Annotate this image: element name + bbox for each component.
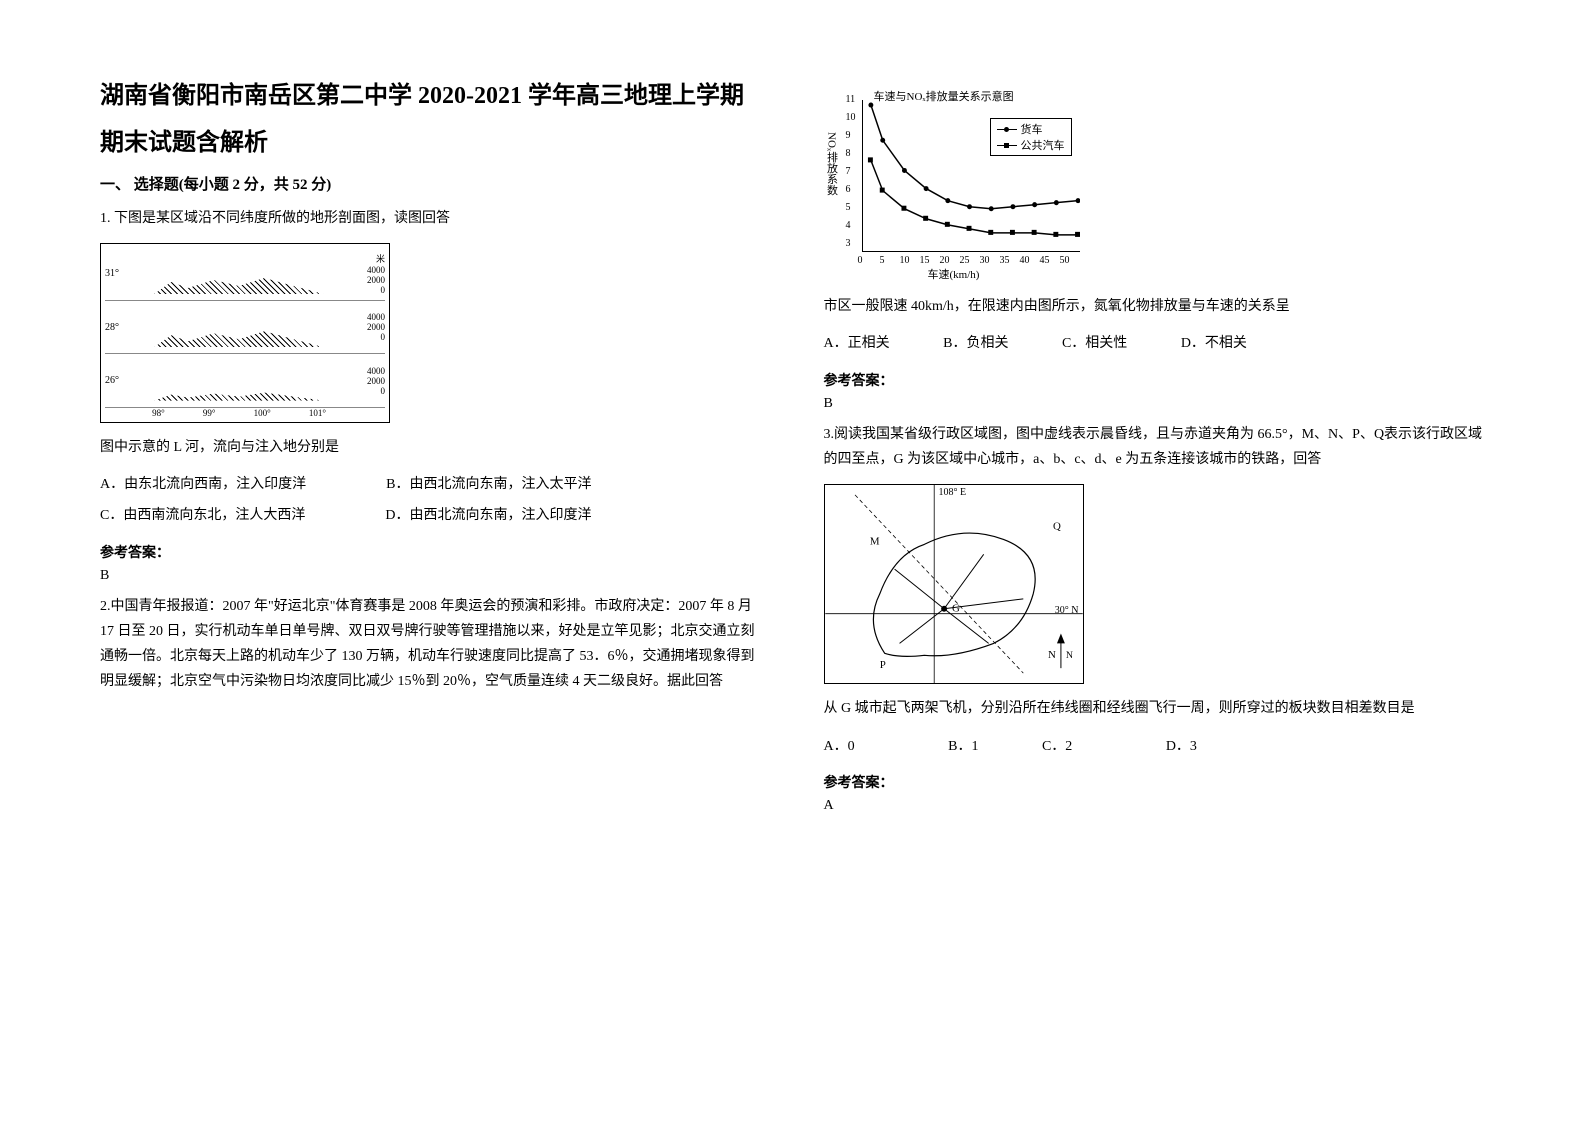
lat-label: 30° N — [1055, 605, 1079, 616]
page-subtitle: 期末试题含解析 — [100, 122, 764, 157]
bus-markers — [867, 157, 1079, 237]
scale-2000: 2000 — [345, 376, 385, 386]
q1-number: 1. — [100, 211, 111, 226]
q2-option-a: A．正相关 — [824, 336, 890, 351]
scale-2000: 2000 — [345, 322, 385, 332]
svg-text:N: N — [1065, 651, 1072, 662]
scale-4000: 4000 — [345, 312, 385, 322]
q3-subquestion: 从 G 城市起飞两架飞机，分别沿所在纬线圈和经线圈飞行一周，则所穿过的板块数目相… — [824, 696, 1488, 721]
ytick: 9 — [846, 130, 851, 141]
ytick: 10 — [846, 112, 856, 123]
q1-option-c: C．由西南流向东北，注人大西洋 — [100, 501, 305, 532]
q3-number: 3. — [824, 427, 835, 442]
svg-text:N: N — [1048, 650, 1056, 662]
bus-curve — [870, 160, 1077, 234]
xtick: 30 — [980, 255, 990, 266]
lat-label: 31° — [105, 268, 133, 279]
q3-option-d: D．3 — [1166, 739, 1197, 754]
scale-0: 0 — [345, 332, 385, 342]
q2-option-c: C．相关性 — [1062, 336, 1127, 351]
chart-ylabel: NOₓ排放系数 — [824, 132, 840, 195]
scale-4000: 4000 — [345, 265, 385, 275]
q1-option-b: B．由西北流向东南，注入太平洋 — [386, 470, 591, 501]
q3-option-a: A．0 — [824, 739, 855, 754]
q2-option-d: D．不相关 — [1181, 336, 1247, 351]
svg-text:Q: Q — [1053, 521, 1061, 533]
q1-option-d: D．由西北流向东南，注入印度洋 — [385, 501, 591, 532]
xtick: 20 — [940, 255, 950, 266]
q2-text: 2.中国青年报报道：2007 年"好运北京"体育赛事是 2008 年奥运会的预演… — [100, 594, 764, 695]
xtick: 35 — [1000, 255, 1010, 266]
q1-text: 1. 下图是某区域沿不同纬度所做的地形剖面图，读图回答 — [100, 206, 764, 231]
xtick: 10 — [900, 255, 910, 266]
section-heading: 一、 选择题(每小题 2 分，共 52 分) — [100, 173, 764, 194]
scale-top: 米 — [345, 252, 385, 265]
q1-answer: B — [100, 568, 764, 584]
q1-figure: 31° 米 4000 2000 0 28° 4000 2000 0 — [100, 243, 764, 423]
xtick: 40 — [1020, 255, 1030, 266]
ytick: 4 — [846, 220, 851, 231]
q3-answer-label: 参考答案： — [824, 772, 1488, 792]
q2-chart: 车速与NOₓ排放量关系示意图 NOₓ排放系数 货车 — [824, 92, 1488, 282]
q1-subquestion: 图中示意的 L 河，流向与注入地分别是 — [100, 435, 764, 460]
ytick: 3 — [846, 238, 851, 249]
lon-label: 101° — [309, 408, 326, 418]
q1-answer-label: 参考答案： — [100, 542, 764, 562]
ytick: 7 — [846, 166, 851, 177]
q1-body: 下图是某区域沿不同纬度所做的地形剖面图，读图回答 — [114, 211, 450, 226]
lat-label: 28° — [105, 322, 133, 333]
lon-label: 98° — [152, 408, 165, 418]
q2-answer-label: 参考答案： — [824, 370, 1488, 390]
ytick: 6 — [846, 184, 851, 195]
lat-label: 26° — [105, 375, 133, 386]
q1-option-a: A．由东北流向西南，注入印度洋 — [100, 470, 306, 501]
lon-label: 100° — [254, 408, 271, 418]
q2-option-b: B．负相关 — [943, 336, 1008, 351]
q3-option-c: C．2 — [1042, 739, 1072, 754]
svg-text:M: M — [869, 536, 879, 548]
scale-2000: 2000 — [345, 275, 385, 285]
q3-text: 3.阅读我国某省级行政区域图，图中虚线表示晨昏线，且与赤道夹角为 66.5°，M… — [824, 422, 1488, 472]
xtick: 50 — [1060, 255, 1070, 266]
svg-text:G: G — [952, 603, 960, 615]
chart-xlabel: 车速(km/h) — [928, 266, 980, 282]
q3-map: G Q M N P N 108° E 30° N — [824, 484, 1488, 684]
scale-0: 0 — [345, 386, 385, 396]
q2-body: 中国青年报报道：2007 年"好运北京"体育赛事是 2008 年奥运会的预演和彩… — [100, 599, 755, 690]
legend-truck: 货车 — [1021, 121, 1043, 137]
map-svg: G Q M N P N — [825, 485, 1083, 683]
ytick: 5 — [846, 202, 851, 213]
page-title: 湖南省衡阳市南岳区第二中学 2020-2021 学年高三地理上学期 — [100, 80, 764, 114]
xtick: 25 — [960, 255, 970, 266]
xtick: 45 — [1040, 255, 1050, 266]
ytick: 11 — [846, 94, 856, 105]
lon-label: 99° — [203, 408, 216, 418]
scale-0: 0 — [345, 285, 385, 295]
svg-text:P: P — [879, 660, 885, 672]
chart-legend: 货车 公共汽车 — [990, 118, 1072, 156]
lon-label: 108° E — [939, 487, 967, 498]
q3-answer: A — [824, 798, 1488, 814]
q2-number: 2. — [100, 599, 111, 614]
ytick: 8 — [846, 148, 851, 159]
xtick: 5 — [880, 255, 885, 266]
scale-4000: 4000 — [345, 366, 385, 376]
q3-option-b: B．1 — [948, 739, 978, 754]
q2-subquestion: 市区一般限速 40km/h，在限速内由图所示，氮氧化物排放量与车速的关系呈 — [824, 294, 1488, 319]
q2-answer: B — [824, 396, 1488, 412]
legend-bus: 公共汽车 — [1021, 137, 1065, 153]
xtick: 0 — [858, 255, 863, 266]
q3-body: 阅读我国某省级行政区域图，图中虚线表示晨昏线，且与赤道夹角为 66.5°，M、N… — [824, 427, 1483, 467]
xtick: 15 — [920, 255, 930, 266]
